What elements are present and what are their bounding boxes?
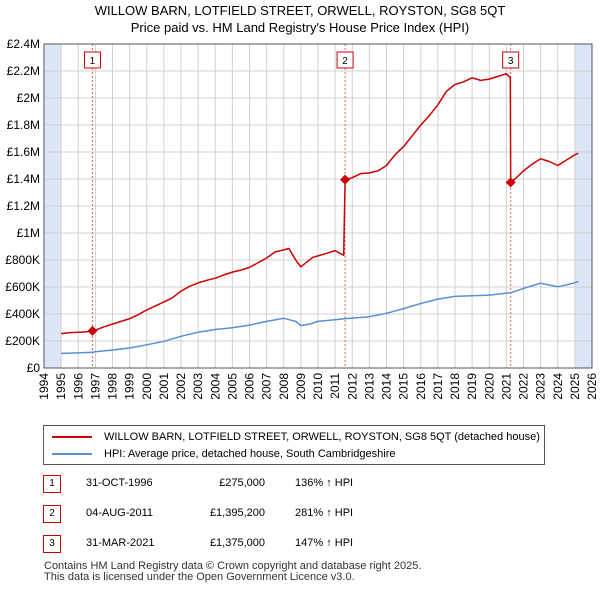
transaction-price: £1,395,200 bbox=[209, 507, 265, 519]
chart-title: WILLOW BARN, LOTFIELD STREET, ORWELL, RO… bbox=[0, 2, 600, 36]
x-tick-label: 2015 bbox=[397, 373, 411, 400]
transaction-date: 31-OCT-1996 bbox=[86, 477, 153, 489]
sale-point bbox=[87, 325, 98, 336]
x-tick-label: 2005 bbox=[225, 373, 239, 400]
hpi-series-line bbox=[61, 280, 579, 355]
y-tick-label: £400K bbox=[5, 307, 40, 321]
x-tick-label: 2003 bbox=[191, 373, 205, 400]
x-tick-label: 1997 bbox=[88, 373, 102, 400]
y-tick-label: £1.8M bbox=[7, 118, 40, 132]
x-tick-label: 2006 bbox=[243, 373, 257, 400]
y-tick-label: £800K bbox=[5, 253, 40, 267]
footer-line-2: This data is licensed under the Open Gov… bbox=[44, 571, 355, 583]
y-tick-label: £600K bbox=[5, 280, 40, 294]
x-tick-label: 2014 bbox=[380, 373, 394, 400]
transaction-price: £1,375,000 bbox=[209, 537, 265, 549]
legend: WILLOW BARN, LOTFIELD STREET, ORWELL, RO… bbox=[43, 425, 545, 465]
marker-label: 2 bbox=[342, 56, 348, 67]
y-tick-label: £2.4M bbox=[7, 37, 40, 51]
transaction-hpi: 136% ↑ HPI bbox=[295, 477, 354, 489]
title-line-1: WILLOW BARN, LOTFIELD STREET, ORWELL, RO… bbox=[94, 3, 506, 18]
marker-badge bbox=[83, 51, 101, 69]
footer-line-1: Contains HM Land Registry data © Crown c… bbox=[44, 560, 422, 572]
y-tick-label: £0 bbox=[27, 361, 41, 375]
legend-item-hpi: HPI: Average price, detached house, Sout… bbox=[52, 446, 395, 462]
x-tick-label: 1996 bbox=[71, 373, 85, 400]
x-tick-label: 2004 bbox=[208, 373, 222, 400]
y-tick-label: £1M bbox=[17, 226, 40, 240]
x-tick-label: 2022 bbox=[517, 373, 531, 400]
sale-points bbox=[87, 174, 516, 336]
y-tick-label: £1.2M bbox=[7, 199, 40, 213]
legend-swatch-price bbox=[52, 436, 92, 438]
footer: Contains HM Land Registry data © Crown c… bbox=[44, 561, 421, 583]
grid bbox=[43, 43, 593, 369]
y-tick-label: £1.4M bbox=[7, 172, 40, 186]
transaction-price: £275,000 bbox=[219, 477, 265, 489]
y-axis-ticks: £0 £200K £400K £600K £800K £1M £1.2M £1.4M £1.6M… bbox=[5, 37, 40, 375]
x-tick-label: 2013 bbox=[362, 373, 376, 400]
x-tick-label: 2024 bbox=[551, 373, 565, 400]
y-tick-label: £2.2M bbox=[7, 64, 40, 78]
marker-label: 1 bbox=[90, 56, 96, 67]
x-tick-label: 2023 bbox=[534, 373, 548, 400]
transaction-badge: 3 bbox=[43, 535, 61, 553]
x-tick-label: 2009 bbox=[294, 373, 308, 400]
series-lines bbox=[61, 72, 579, 355]
price-series-line bbox=[61, 72, 579, 335]
transaction-row: 3 31-MAR-2021 £1,375,000 147% ↑ HPI bbox=[43, 535, 463, 553]
x-tick-label: 1998 bbox=[106, 373, 120, 400]
x-tick-label: 2010 bbox=[311, 373, 325, 400]
x-tick-label: 2021 bbox=[499, 373, 513, 400]
transaction-badge: 1 bbox=[43, 475, 61, 493]
marker-label: 3 bbox=[508, 56, 514, 67]
x-tick-label: 2025 bbox=[568, 373, 582, 400]
legend-label-hpi: HPI: Average price, detached house, Sout… bbox=[104, 448, 396, 460]
transaction-row: 2 04-AUG-2011 £1,395,200 281% ↑ HPI bbox=[43, 505, 463, 523]
transaction-badge: 2 bbox=[43, 505, 61, 523]
marker-labels: 1 2 3 bbox=[83, 51, 520, 69]
x-tick-label: 2019 bbox=[465, 373, 479, 400]
y-tick-label: £200K bbox=[5, 334, 40, 348]
legend-swatch-hpi bbox=[52, 453, 92, 455]
x-tick-label: 2008 bbox=[277, 373, 291, 400]
x-tick-label: 2001 bbox=[157, 373, 171, 400]
x-tick-label: 2017 bbox=[431, 373, 445, 400]
y-tick-label: £1.6M bbox=[7, 145, 40, 159]
x-tick-label: 1999 bbox=[123, 373, 137, 400]
transaction-row: 1 31-OCT-1996 £275,000 136% ↑ HPI bbox=[43, 475, 463, 493]
title-line-2: Price paid vs. HM Land Registry's House … bbox=[130, 20, 470, 35]
x-tick-label: 1994 bbox=[37, 373, 51, 400]
legend-item-price: WILLOW BARN, LOTFIELD STREET, ORWELL, RO… bbox=[52, 429, 540, 445]
x-tick-label: 2012 bbox=[345, 373, 359, 400]
plot-frame bbox=[43, 43, 593, 369]
transaction-hpi: 281% ↑ HPI bbox=[295, 507, 354, 519]
x-axis-ticks: 1994 1995 1996 1997 1998 1999 2000 2001 2002 2003… bbox=[37, 373, 599, 400]
legend-label-price: WILLOW BARN, LOTFIELD STREET, ORWELL, RO… bbox=[104, 431, 540, 443]
sale-point bbox=[340, 174, 351, 185]
x-tick-label: 2011 bbox=[328, 373, 342, 399]
x-tick-label: 2026 bbox=[585, 373, 599, 400]
transaction-date: 04-AUG-2011 bbox=[86, 507, 154, 519]
x-tick-label: 2020 bbox=[482, 373, 496, 400]
x-tick-label: 2016 bbox=[414, 373, 428, 400]
x-tick-label: 2002 bbox=[174, 373, 188, 400]
sale-point bbox=[505, 177, 516, 188]
x-tick-label: 2018 bbox=[448, 373, 462, 400]
y-tick-label: £2M bbox=[17, 91, 40, 105]
transaction-date: 31-MAR-2021 bbox=[86, 537, 155, 549]
marker-badge bbox=[502, 51, 520, 69]
marker-badge bbox=[336, 51, 354, 69]
x-tick-label: 2007 bbox=[260, 373, 274, 400]
x-tick-label: 2000 bbox=[140, 373, 154, 400]
x-tick-label: 1995 bbox=[54, 373, 68, 400]
transaction-hpi: 147% ↑ HPI bbox=[295, 537, 354, 549]
